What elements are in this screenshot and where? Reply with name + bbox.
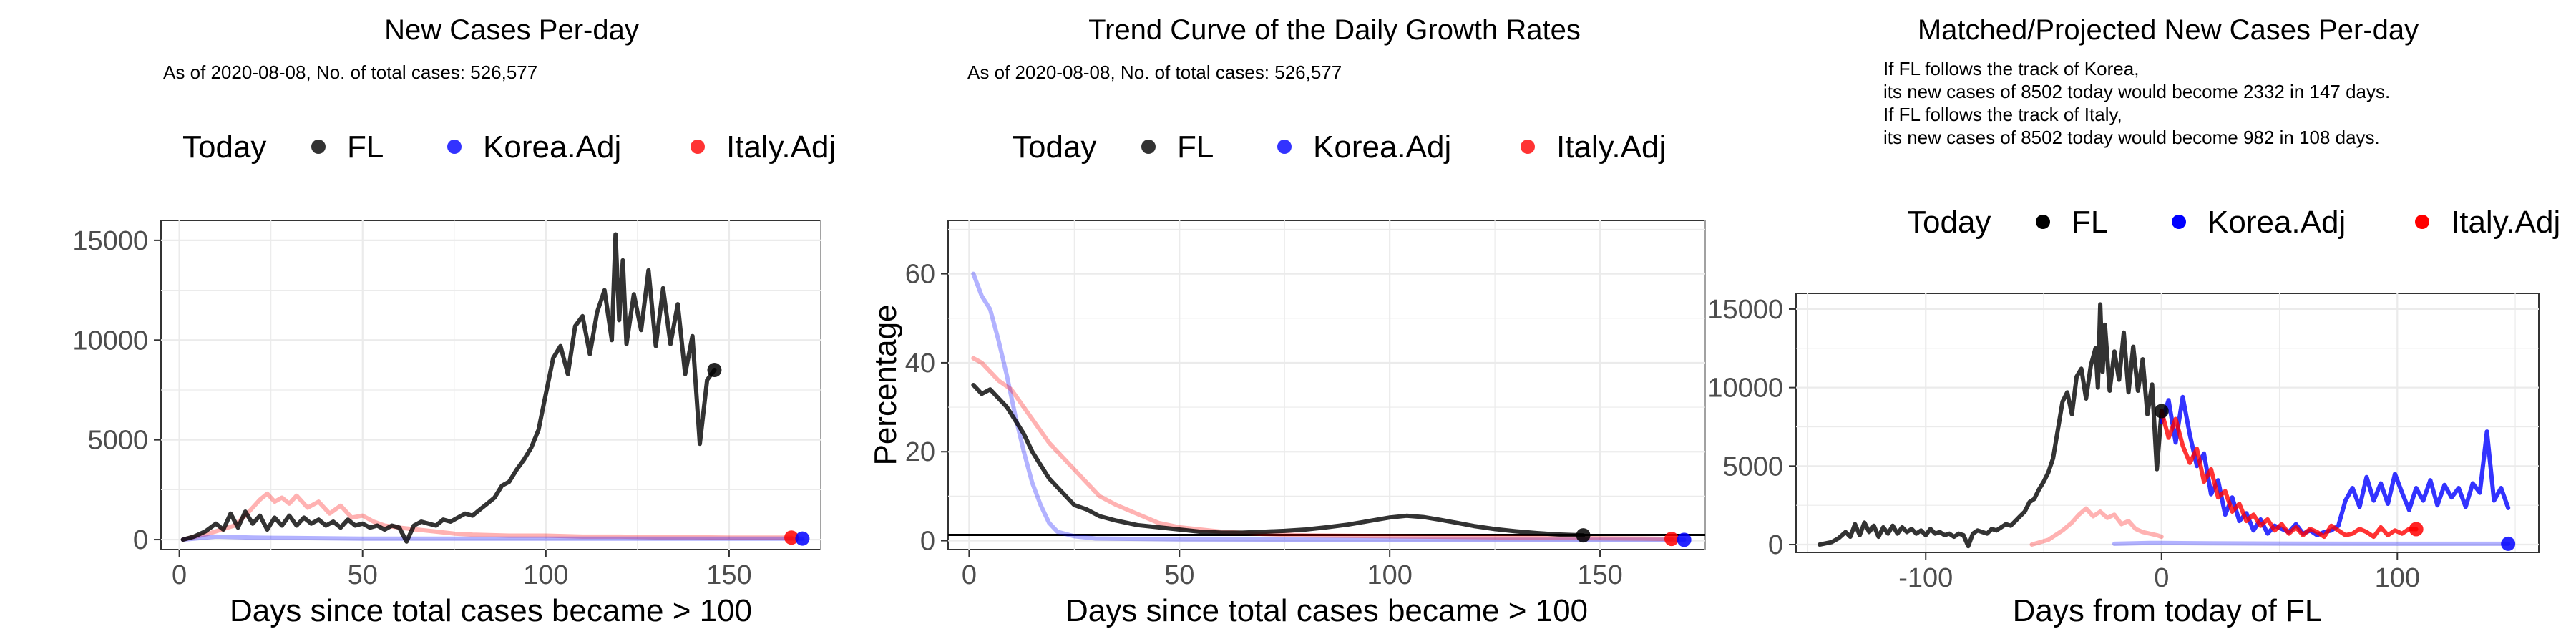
y-tick-label: 15000 <box>1707 295 1783 325</box>
series-line-italy-adj <box>2029 506 2164 547</box>
y-tick-label: 10000 <box>72 326 148 356</box>
y-tick-label: 60 <box>905 260 935 290</box>
x-tick-label: 0 <box>172 560 187 590</box>
legend: Today FL Korea.Adj Italy.Adj <box>1013 130 1666 165</box>
chart-title: New Cases Per-day <box>384 14 639 46</box>
chart-title: Matched/Projected New Cases Per-day <box>1918 14 2419 46</box>
series-group <box>180 232 805 544</box>
x-axis-label: Days since total cases became > 100 <box>230 593 752 628</box>
today-point-italy-adj <box>1664 532 1679 547</box>
series-line-korea-adj <box>2112 540 2511 546</box>
x-tick-label: 50 <box>1164 560 1194 590</box>
legend-marker-korea-adj <box>2172 215 2186 229</box>
y-tick-label: 0 <box>133 525 148 555</box>
x-tick-label: 50 <box>348 560 378 590</box>
legend-marker-italy-adj <box>1521 140 1535 154</box>
legend: Today FL Korea.Adj Italy.Adj <box>1907 205 2560 240</box>
y-tick-label: 5000 <box>1722 452 1783 482</box>
today-point-italy-adj <box>784 530 799 545</box>
series-group <box>1818 302 2511 549</box>
plot-panel <box>1795 293 2540 553</box>
chart-annotation: If FL follows the track of Korea, <box>1883 58 2139 79</box>
legend-label-korea-adj: Korea.Adj <box>1313 130 1451 165</box>
y-axis-label: Percentage <box>868 304 903 465</box>
x-axis-label: Days since total cases became > 100 <box>1065 593 1588 628</box>
chart-annotation: its new cases of 8502 today would become… <box>1883 127 2380 148</box>
today-point-korea-adj <box>795 531 810 546</box>
x-axis-label: Days from today of FL <box>2013 593 2323 628</box>
chart-panel-3: Matched/Projected New Cases Per-day If FL… <box>1707 14 2560 628</box>
legend-marker-korea-adj <box>1277 140 1292 154</box>
x-tick-label: 0 <box>962 560 977 590</box>
axes: 0 50 100 150 0 5000 10000 15000 <box>72 226 751 590</box>
x-tick-label: 150 <box>1577 560 1622 590</box>
series-line-korea-adj <box>971 271 1687 542</box>
y-tick-label: 10000 <box>1707 374 1783 404</box>
legend-marker-fl <box>2036 215 2050 229</box>
legend-label-italy-adj: Italy.Adj <box>726 130 836 165</box>
legend-marker-fl <box>1141 140 1156 154</box>
x-tick-label: 150 <box>706 560 751 590</box>
series-line-fl <box>1818 302 2164 549</box>
y-tick-label: 5000 <box>87 426 148 456</box>
chart-annotation: its new cases of 8502 today would become… <box>1883 81 2390 102</box>
series-line-italy-adj <box>180 491 794 542</box>
legend-label-fl: FL <box>1177 130 1214 165</box>
y-tick-label: 0 <box>1768 530 1783 560</box>
axes: 0 50 100 150 0 20 40 60 <box>905 260 1623 590</box>
chart-subtitle: As of 2020-08-08, No. of total cases: 52… <box>967 62 1342 83</box>
y-tick-label: 40 <box>905 348 935 379</box>
legend-title: Today <box>182 130 266 165</box>
legend-label-korea-adj: Korea.Adj <box>483 130 621 165</box>
chart-panel-2: Trend Curve of the Daily Growth Rates As … <box>868 14 1706 628</box>
chart-subtitle: As of 2020-08-08, No. of total cases: 52… <box>163 62 537 83</box>
series-line-italy-adj <box>2159 409 2419 540</box>
x-tick-label: 100 <box>2375 563 2420 593</box>
legend-label-korea-adj: Korea.Adj <box>2207 205 2346 240</box>
y-tick-label: 15000 <box>72 226 148 256</box>
chart-annotation: If FL follows the track of Italy, <box>1883 104 2122 125</box>
legend-label-italy-adj: Italy.Adj <box>1556 130 1666 165</box>
legend-label-fl: FL <box>2072 205 2108 240</box>
today-point-korea-adj <box>2501 536 2516 551</box>
x-tick-label: 100 <box>523 560 568 590</box>
legend-label-italy-adj: Italy.Adj <box>2451 205 2560 240</box>
x-tick-label: 100 <box>1367 560 1412 590</box>
grid <box>948 220 1706 550</box>
legend-marker-italy-adj <box>691 140 705 154</box>
series-line-fl <box>180 232 717 544</box>
today-point-fl <box>2154 404 2169 419</box>
series-line-fl <box>971 383 1586 538</box>
y-tick-label: 0 <box>920 527 935 557</box>
legend-marker-fl <box>311 140 326 154</box>
legend-title: Today <box>1907 205 1991 240</box>
legend-label-fl: FL <box>347 130 384 165</box>
series-group <box>971 271 1687 542</box>
today-point-italy-adj <box>2409 522 2424 537</box>
today-point-fl <box>707 363 722 378</box>
legend-marker-italy-adj <box>2415 215 2429 229</box>
series-line-korea-adj <box>180 534 805 542</box>
grid <box>161 220 821 550</box>
axes: -100 0 100 0 5000 10000 15000 <box>1707 295 2420 593</box>
chart-panel-1: New Cases Per-day As of 2020-08-08, No. o… <box>72 14 836 628</box>
legend: Today FL Korea.Adj Italy.Adj <box>182 130 836 165</box>
chart-title: Trend Curve of the Daily Growth Rates <box>1088 14 1581 46</box>
x-tick-label: 0 <box>2154 563 2169 593</box>
plot-panel <box>947 220 1706 550</box>
legend-title: Today <box>1013 130 1096 165</box>
series-line-italy-adj <box>971 356 1674 542</box>
today-point-korea-adj <box>1677 532 1692 547</box>
legend-marker-korea-adj <box>447 140 462 154</box>
today-point-fl <box>1576 528 1591 543</box>
y-tick-label: 20 <box>905 437 935 467</box>
x-tick-label: -100 <box>1898 563 1953 593</box>
